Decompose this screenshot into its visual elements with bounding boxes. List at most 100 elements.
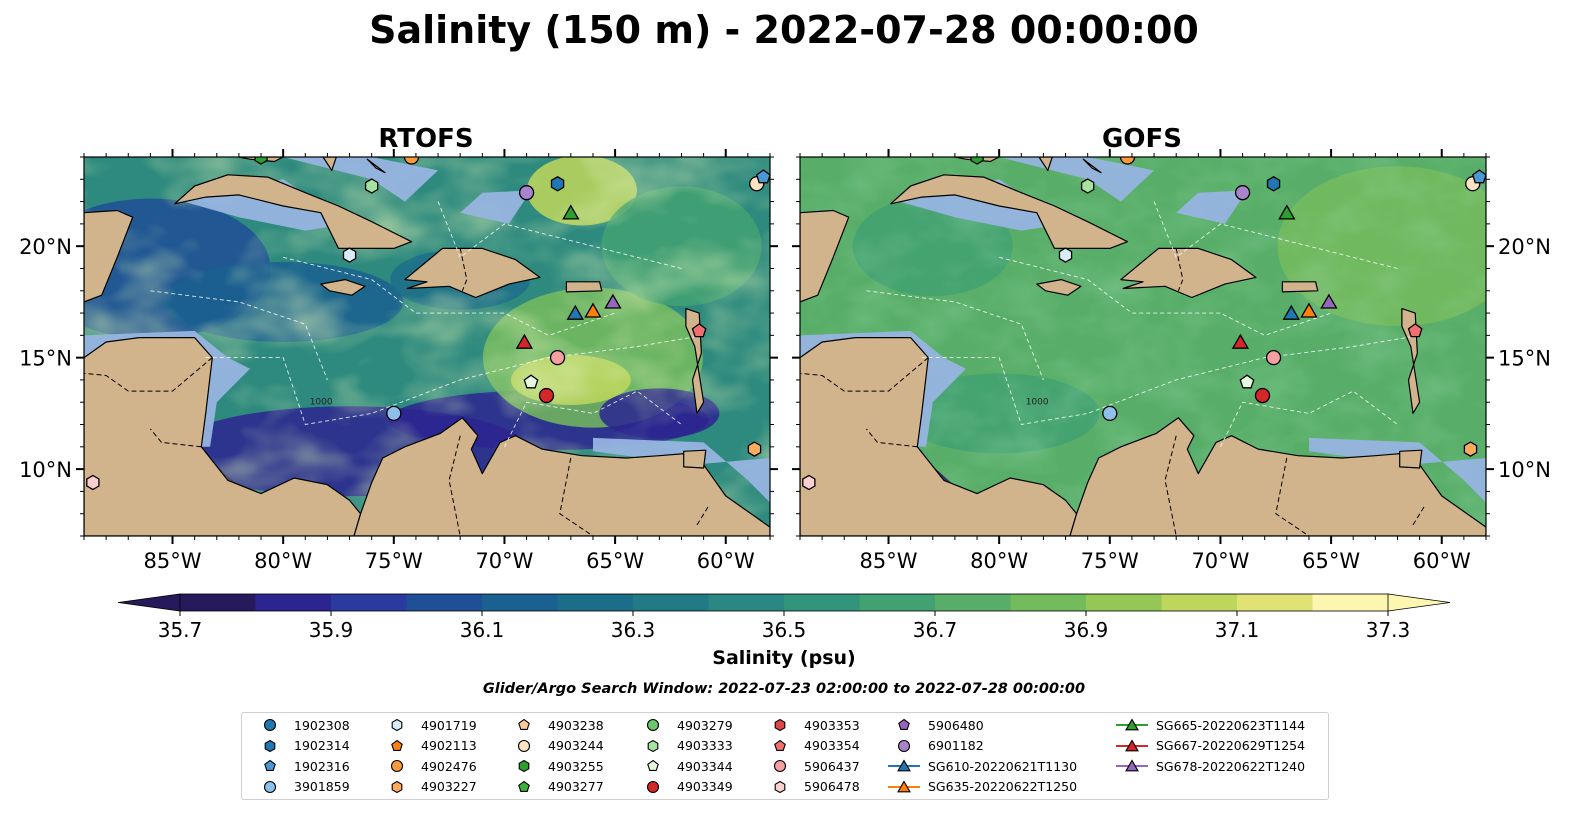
legend-item-SG678-20220622T1240: SG678-20220622T1240 xyxy=(1112,757,1305,775)
legend-marker-icon xyxy=(646,718,660,732)
observation-4902476[interactable] xyxy=(1119,150,1136,165)
land-hispaniola xyxy=(1120,247,1257,299)
observation-SG610-20220621T1130[interactable] xyxy=(566,304,584,320)
legend-item-5906437: 5906437 xyxy=(760,757,860,775)
country-border xyxy=(448,435,461,536)
observation-5906478[interactable] xyxy=(86,474,100,491)
map-panel-gofs: GOFS 1000 85°W 80°W 75°W 70°W 65°W 60°W 20°N 15… xyxy=(792,124,1551,573)
observation-SG678-20220622T1240[interactable] xyxy=(1320,293,1338,309)
land-jamaica xyxy=(320,279,366,296)
colorbar-segment xyxy=(708,594,785,611)
x-tick-label: 65°W xyxy=(1302,549,1360,573)
observation-4903255[interactable] xyxy=(970,150,984,165)
legend-marker-icon xyxy=(647,759,659,771)
observation-5906437[interactable] xyxy=(549,349,566,366)
observation-3901859[interactable] xyxy=(1102,405,1118,422)
observation-SG610-20220621T1130[interactable] xyxy=(1282,304,1300,320)
legend-marker-icon xyxy=(264,759,276,771)
y-tick-label: 10°N xyxy=(19,458,72,482)
legend-marker-icon xyxy=(263,780,277,793)
observation-1902314[interactable] xyxy=(550,176,565,192)
x-tick-label: 80°W xyxy=(970,549,1028,573)
colorbar-segment xyxy=(859,594,936,611)
legend-marker-icon xyxy=(774,718,786,732)
x-tick-label: 85°W xyxy=(860,549,918,573)
observation-4903333[interactable] xyxy=(1080,178,1095,194)
x-tick-label: 60°W xyxy=(1413,549,1471,573)
observation-SG667-20220629T1254[interactable] xyxy=(515,333,534,349)
colorbar-tick-label: 35.7 xyxy=(158,618,203,642)
eez-boundary xyxy=(150,290,328,381)
observation-4903344[interactable] xyxy=(523,374,539,389)
eez-boundary xyxy=(921,334,1420,426)
observation-SG678-20220622T1240[interactable] xyxy=(604,293,622,309)
land-bahamas2 xyxy=(366,158,386,174)
observation-4902476[interactable] xyxy=(403,150,420,165)
observation-4903344[interactable] xyxy=(1239,374,1255,389)
legend-item-5906480: 5906480 xyxy=(884,716,984,734)
country-border xyxy=(1412,506,1425,526)
eez-boundary xyxy=(437,201,682,269)
legend-label: 4902113 xyxy=(421,738,477,753)
shelf-region xyxy=(899,179,1066,231)
land-southAm xyxy=(353,417,770,536)
observation-SG665-20220623T1144[interactable] xyxy=(562,204,580,220)
legend-item-4903279: 4903279 xyxy=(633,716,733,734)
observation-4903349[interactable] xyxy=(1254,387,1271,404)
legend-label: 6901182 xyxy=(928,738,984,753)
observation-SG635-20220622T1250[interactable] xyxy=(584,302,602,318)
observation-4903255[interactable] xyxy=(254,150,268,165)
observation-SG665-20220623T1144[interactable] xyxy=(1278,204,1296,220)
observation-4901719[interactable] xyxy=(342,247,357,263)
observation-4903354[interactable] xyxy=(691,323,707,338)
observation-6901182[interactable] xyxy=(1234,185,1251,201)
observation-5906478[interactable] xyxy=(802,474,816,491)
legend-label: 4903227 xyxy=(421,779,477,794)
legend-marker-icon xyxy=(391,780,403,793)
legend-item-4903238: 4903238 xyxy=(504,716,604,734)
observation-4903227[interactable] xyxy=(747,441,762,457)
observation-SG635-20220622T1250[interactable] xyxy=(1300,302,1318,318)
eez-boundary xyxy=(999,256,1332,336)
legend-marker-icon xyxy=(264,739,276,752)
observation-SG667-20220629T1254[interactable] xyxy=(1231,333,1250,349)
legend-marker-icon xyxy=(897,739,911,752)
country-border xyxy=(459,248,468,291)
observation-6901182[interactable] xyxy=(518,185,535,201)
observation-1902314[interactable] xyxy=(1266,176,1281,192)
land-yucatan xyxy=(800,209,850,303)
legend-marker-icon xyxy=(518,718,530,730)
observation-4901719[interactable] xyxy=(1058,247,1073,263)
country-border xyxy=(1164,435,1177,536)
shelf-region xyxy=(593,437,770,503)
map-frame-rtofs xyxy=(83,156,771,537)
legend-label: SG610-20220621T1130 xyxy=(928,758,1078,774)
observation-4903227[interactable] xyxy=(1463,441,1478,457)
map-panel-rtofs: RTOFS 1000 85°W 80°W 75°W 70°W 65°W 60°W 20°N 1… xyxy=(19,124,778,573)
legend-label: 5906478 xyxy=(804,779,860,794)
observation-4903349[interactable] xyxy=(538,387,555,404)
land-cuba xyxy=(890,174,1129,249)
legend-label: 4903333 xyxy=(677,738,733,753)
legend-marker-icon xyxy=(647,739,659,752)
observation-5906437[interactable] xyxy=(1265,349,1282,366)
legend-marker-icon xyxy=(774,739,786,751)
legend-label: SG635-20220622T1250 xyxy=(928,779,1078,794)
colorbar-segment xyxy=(935,594,1011,611)
observation-4903354[interactable] xyxy=(1407,323,1423,338)
legend-marker-icon xyxy=(1116,718,1148,731)
legend-item-4903354: 4903354 xyxy=(760,737,860,755)
country-border xyxy=(559,457,594,536)
observation-1902316[interactable] xyxy=(1471,169,1486,184)
legend-item-5906478: 5906478 xyxy=(760,778,860,796)
panel-title-gofs: GOFS xyxy=(1102,124,1182,154)
x-tick-label: 70°W xyxy=(475,549,533,573)
legend-item-SG667-20220629T1254: SG667-20220629T1254 xyxy=(1112,737,1305,755)
observation-1902316[interactable] xyxy=(755,169,770,184)
shelf-region xyxy=(460,190,531,224)
land-bahamas2 xyxy=(1082,158,1102,174)
colorbar-tick-label: 36.7 xyxy=(913,618,958,642)
observation-3901859[interactable] xyxy=(386,405,402,422)
legend-marker-icon xyxy=(518,759,530,773)
observation-4903333[interactable] xyxy=(364,178,379,194)
